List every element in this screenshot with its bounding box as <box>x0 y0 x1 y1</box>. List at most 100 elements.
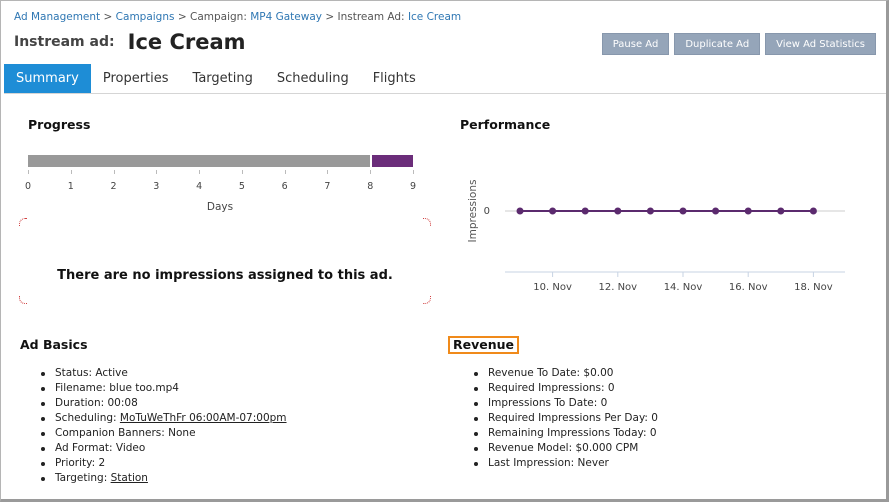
ad-basics-item-value: None <box>168 427 196 439</box>
progress-tick-mark <box>413 170 414 174</box>
breadcrumb-campaigns[interactable]: Campaigns <box>115 11 175 23</box>
breadcrumb-separator: > <box>325 11 335 23</box>
progress-tick-mark <box>70 170 72 174</box>
revenue-item: Revenue To Date: $0.00 <box>474 366 658 381</box>
ad-basics-item-label: Duration: <box>55 397 108 409</box>
ad-basics-item-value: 00:08 <box>107 397 138 409</box>
progress-tick-mark <box>327 170 329 174</box>
duplicate-ad-button[interactable]: Duplicate Ad <box>674 33 761 55</box>
ad-basics-item-label: Scheduling: <box>55 412 120 424</box>
tab-scheduling[interactable]: Scheduling <box>276 71 349 86</box>
breadcrumb-ad[interactable]: Ice Cream <box>407 11 462 23</box>
ad-basics-item-value: Active <box>95 367 128 379</box>
ad-basics-item: Status: Active <box>41 366 287 381</box>
ad-basics-item: Filename: blue too.mp4 <box>41 381 287 396</box>
tab-targeting[interactable]: Targeting <box>192 71 253 86</box>
progress-elapsed <box>28 155 371 167</box>
ad-basics-item-value: 2 <box>98 457 106 469</box>
ad-basics-item-label: Priority: <box>55 457 99 469</box>
breadcrumb-ad-management[interactable]: Ad Management <box>14 11 101 23</box>
progress-tick-label: 2 <box>110 181 117 192</box>
page-title-prefix: Instream ad: <box>14 34 115 50</box>
corner-mark <box>19 218 27 226</box>
tab-bar: Summary Properties Targeting Scheduling … <box>4 64 886 94</box>
data-point[interactable] <box>777 207 785 215</box>
ad-basics-item: Companion Banners: None <box>41 426 287 441</box>
progress-tick-label: 5 <box>238 181 245 192</box>
progress-tick-label: 3 <box>153 181 160 192</box>
ad-basics-item: Duration: 00:08 <box>41 396 287 411</box>
data-point[interactable] <box>549 207 557 215</box>
x-tick-label: 18. Nov <box>794 282 833 293</box>
ad-basics-item-link[interactable]: Station <box>110 472 148 484</box>
progress-tick-label: 0 <box>24 181 32 192</box>
pause-ad-button[interactable]: Pause Ad <box>601 33 670 55</box>
tab-properties[interactable]: Properties <box>102 71 169 86</box>
progress-tick-mark <box>28 170 29 174</box>
data-point[interactable] <box>581 207 589 215</box>
progress-tick-label: 1 <box>67 181 74 192</box>
revenue-item: Remaining Impressions Today: 0 <box>474 427 657 439</box>
ad-basics-item-label: Companion Banners: <box>55 427 169 439</box>
progress-tick-label: 9 <box>409 181 417 192</box>
ad-basics-item-label: Filename: <box>55 382 110 394</box>
ad-basics-item-label: Status: <box>55 367 96 379</box>
revenue-item: Last Impression: Never <box>474 456 658 471</box>
revenue-item: Required Impressions Per Day: 0 <box>474 412 658 424</box>
progress-tick-mark <box>156 170 158 174</box>
corner-mark <box>423 296 431 304</box>
data-point[interactable] <box>809 207 817 215</box>
tab-flights[interactable]: Flights <box>372 71 416 86</box>
progress-tick-mark <box>199 170 201 174</box>
x-tick-label: 12. Nov <box>598 282 637 293</box>
data-point[interactable] <box>712 207 720 215</box>
ad-basics-list: Status: Active Filename: blue too.mp4 Dura… <box>41 366 287 486</box>
corner-mark <box>423 218 431 226</box>
x-tick-label: 14. Nov <box>664 282 703 293</box>
progress-tick-mark <box>370 170 372 174</box>
page-title-name: Ice Cream <box>127 30 246 54</box>
progress-tick-mark <box>113 170 115 174</box>
progress-tick-label: 7 <box>324 181 331 192</box>
progress-tick-mark <box>241 170 243 174</box>
data-point[interactable] <box>744 207 752 215</box>
chart-x-ticks: 10. Nov 12. Nov 14. Nov 16. Nov 18. Nov <box>533 272 833 293</box>
ad-basics-item-value: blue too.mp4 <box>109 382 179 394</box>
breadcrumb-campaign-prefix: Campaign: <box>189 11 251 23</box>
progress-tick-mark <box>284 170 286 174</box>
x-tick-label: 10. Nov <box>533 282 572 293</box>
ad-basics-item-label: Ad Format: <box>55 442 116 454</box>
revenue-item: Impressions To Date: 0 <box>474 396 658 411</box>
chart-series <box>516 207 817 215</box>
data-point[interactable] <box>679 207 687 215</box>
breadcrumb: Ad Management > Campaigns > Campaign: MP… <box>14 11 461 23</box>
page-title: Instream ad: Ice Cream <box>14 30 246 54</box>
ad-basics-item-value: Video <box>115 442 146 454</box>
data-point[interactable] <box>646 207 654 215</box>
performance-chart: Impressions 0 10. Nov 12. Nov 14. Nov 16. N… <box>467 180 845 293</box>
breadcrumb-campaign[interactable]: MP4 Gateway <box>250 11 322 23</box>
progress-remaining <box>370 155 413 167</box>
progress-bar <box>28 155 413 167</box>
ad-basics-item-link[interactable]: MoTuWeThFr 06:00AM-07:00pm <box>119 412 287 424</box>
data-point[interactable] <box>614 207 622 215</box>
revenue-item: Revenue Model: $0.000 CPM <box>474 441 658 456</box>
ad-basics-item-label: Targeting: <box>55 472 111 484</box>
chart-ylabel: Impressions <box>467 180 479 243</box>
revenue-item: Required Impressions: 0 <box>474 381 658 396</box>
breadcrumb-ad-prefix: Instream Ad: <box>337 11 408 23</box>
revenue-list: Revenue To Date: $0.00 Required Impressio… <box>474 366 658 471</box>
progress-title: Progress <box>28 117 91 132</box>
ad-basics-item: Priority: 2 <box>41 456 287 471</box>
progress-tick-label: 6 <box>281 181 288 192</box>
x-tick-label: 16. Nov <box>729 282 768 293</box>
corner-mark <box>19 296 27 304</box>
tab-summary[interactable]: Summary <box>4 64 91 93</box>
view-ad-statistics-button[interactable]: View Ad Statistics <box>765 33 876 55</box>
ad-basics-item: Targeting: Station <box>41 471 287 486</box>
breadcrumb-separator: > <box>177 11 187 23</box>
data-point[interactable] <box>516 207 524 215</box>
progress-tick-label: 8 <box>367 181 374 192</box>
revenue-title: Revenue <box>448 336 520 354</box>
